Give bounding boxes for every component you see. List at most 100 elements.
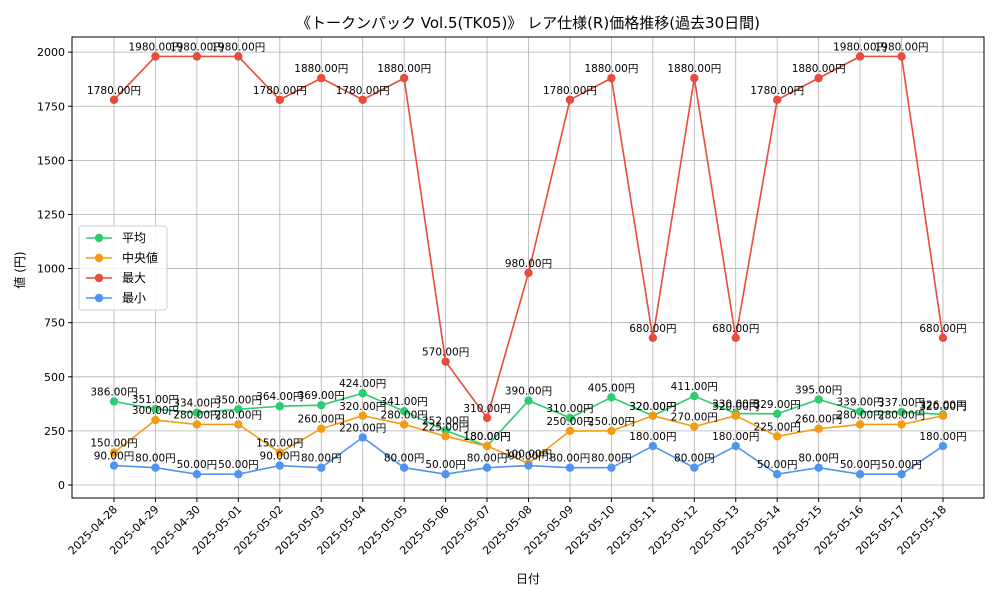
data-point	[524, 268, 533, 278]
data-point	[275, 402, 284, 411]
y-tick-label: 2000	[37, 46, 65, 59]
data-point	[151, 463, 160, 472]
data-point	[441, 469, 450, 479]
data-point	[441, 426, 450, 435]
data-label: 50.00円	[840, 459, 881, 471]
data-point	[524, 461, 533, 470]
legend-swatch-marker	[94, 233, 104, 243]
data-point	[192, 408, 202, 417]
y-tick-label: 500	[44, 371, 65, 384]
data-point	[648, 333, 658, 343]
data-point	[192, 52, 202, 61]
data-point	[399, 73, 409, 83]
data-label: 411.00円	[671, 381, 718, 393]
data-point	[317, 400, 326, 410]
data-label: 1880.00円	[667, 63, 721, 75]
data-point	[482, 463, 492, 472]
legend-swatch-marker	[94, 253, 104, 263]
data-label: 80.00円	[550, 453, 591, 465]
y-tick-label: 0	[58, 479, 65, 492]
data-point	[565, 95, 575, 104]
data-label: 300.00円	[132, 405, 179, 417]
data-label: 310.00円	[546, 403, 593, 415]
data-point	[690, 422, 699, 431]
data-point	[773, 469, 782, 479]
data-label: 386.00円	[90, 386, 137, 398]
data-label: 390.00円	[505, 386, 552, 398]
data-label: 680.00円	[712, 323, 759, 335]
data-point	[690, 73, 699, 83]
data-point	[234, 52, 243, 61]
data-label: 320.00円	[629, 401, 676, 413]
data-label: 320.00円	[919, 401, 966, 413]
data-label: 980.00円	[505, 258, 552, 270]
data-point	[109, 461, 119, 470]
data-label: 180.00円	[463, 431, 510, 443]
data-point	[109, 397, 119, 406]
data-point	[317, 73, 326, 83]
data-point	[358, 389, 367, 398]
data-label: 326.00円	[919, 399, 966, 411]
data-label: 1880.00円	[584, 63, 638, 75]
legend-entry: 最小	[122, 291, 146, 305]
data-label: 1780.00円	[253, 85, 307, 97]
data-label: 90.00円	[508, 451, 549, 463]
data-label: 280.00円	[215, 409, 262, 421]
data-point	[399, 407, 409, 416]
data-point	[151, 52, 160, 61]
data-label: 50.00円	[757, 459, 798, 471]
data-label: 424.00円	[339, 378, 386, 390]
data-point	[607, 393, 616, 402]
data-label: 150.00円	[90, 438, 137, 450]
data-point	[938, 441, 948, 451]
data-point	[358, 433, 367, 442]
data-point	[317, 424, 326, 433]
data-point	[773, 95, 782, 104]
data-label: 50.00円	[425, 459, 466, 471]
data-label: 1780.00円	[750, 85, 804, 97]
data-label: 250.00円	[588, 416, 635, 428]
data-label: 50.00円	[177, 459, 218, 471]
data-label: 180.00円	[712, 431, 759, 443]
data-label: 225.00円	[754, 421, 801, 433]
x-axis-label: 日付	[516, 572, 540, 586]
data-point	[482, 413, 492, 423]
data-label: 405.00円	[588, 382, 635, 394]
data-point	[690, 391, 699, 401]
data-point	[690, 463, 699, 472]
data-point	[607, 463, 616, 472]
y-tick-label: 250	[44, 425, 65, 438]
data-label: 280.00円	[173, 409, 220, 421]
data-label: 1980.00円	[211, 41, 265, 53]
data-label: 1880.00円	[792, 63, 846, 75]
legend-swatch-marker	[94, 293, 104, 303]
data-label: 280.00円	[878, 409, 925, 421]
data-point	[317, 463, 326, 472]
data-label-layer: 386.00円351.00円334.00円350.00円364.00円369.0…	[87, 41, 967, 471]
legend-frame	[78, 225, 168, 311]
data-label: 350.00円	[215, 394, 262, 406]
data-label: 80.00円	[384, 453, 425, 465]
data-point	[192, 420, 202, 429]
data-label: 250.00円	[546, 416, 593, 428]
data-point	[648, 441, 658, 451]
data-point	[565, 463, 575, 472]
data-point	[855, 407, 865, 416]
data-label: 341.00円	[381, 396, 428, 408]
data-point	[234, 420, 243, 429]
data-label: 150.00円	[256, 438, 303, 450]
data-label: 80.00円	[467, 453, 508, 465]
data-label: 90.00円	[94, 451, 135, 463]
data-label: 180.00円	[463, 431, 510, 443]
data-point	[441, 357, 450, 366]
data-label: 680.00円	[629, 323, 676, 335]
data-label: 337.00円	[878, 397, 925, 409]
y-tick-label: 750	[44, 317, 65, 330]
data-label: 339.00円	[836, 397, 883, 409]
data-label: 1980.00円	[875, 41, 929, 53]
legend-entry: 最大	[122, 271, 146, 285]
data-point	[855, 420, 865, 429]
data-point	[399, 420, 409, 429]
data-label: 680.00円	[919, 323, 966, 335]
data-label: 90.00円	[260, 451, 301, 463]
